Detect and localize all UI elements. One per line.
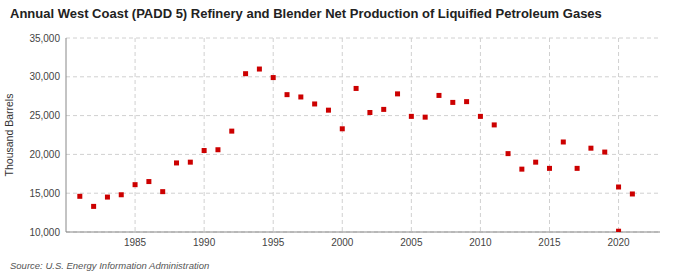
y-axis-label: Thousand Barrels	[3, 94, 15, 177]
x-tick-label: 2020	[607, 237, 630, 248]
title: Annual West Coast (PADD 5) Refinery and …	[10, 6, 602, 21]
point	[616, 229, 621, 232]
point	[285, 92, 290, 97]
point	[602, 150, 607, 155]
x-grid-line	[549, 38, 550, 232]
point	[423, 115, 428, 120]
point	[77, 194, 82, 199]
y-axis-line	[66, 38, 67, 232]
point	[478, 114, 483, 119]
x-tick-label: 2010	[469, 237, 492, 248]
y-tick-label: 15,000	[29, 188, 60, 199]
point	[409, 114, 414, 119]
point	[450, 100, 455, 105]
point	[174, 160, 179, 165]
x-grid-line	[135, 38, 136, 232]
x-tick-label: 1990	[193, 237, 216, 248]
point	[326, 108, 331, 113]
point	[588, 146, 593, 151]
x-tick-label: 2005	[400, 237, 423, 248]
point	[271, 75, 276, 80]
point	[561, 139, 566, 144]
point	[630, 191, 635, 196]
y-grid-line	[66, 38, 660, 39]
point	[229, 129, 234, 134]
grid	[66, 38, 660, 232]
point	[105, 195, 110, 200]
x-grid-line	[273, 38, 274, 232]
point	[519, 167, 524, 172]
x-grid-line	[618, 38, 619, 232]
y-grid-line	[66, 76, 660, 77]
point	[506, 151, 511, 156]
point	[340, 126, 345, 131]
point	[160, 189, 165, 194]
y-grid-line	[66, 232, 660, 233]
point	[547, 166, 552, 171]
y-grid-line	[66, 154, 660, 155]
point	[492, 122, 497, 127]
point	[215, 147, 220, 152]
point	[312, 101, 317, 106]
y-tick-label: 10,000	[29, 227, 60, 238]
point	[298, 94, 303, 99]
point	[395, 91, 400, 96]
y-tick-label: 30,000	[29, 71, 60, 82]
point	[575, 166, 580, 171]
y-tick-label: 35,000	[29, 33, 60, 44]
x-tick-label: 1995	[262, 237, 285, 248]
x-tick-label: 1985	[124, 237, 147, 248]
source: Source: U.S. Energy Information Administ…	[10, 260, 209, 271]
x-tick-label: 2015	[538, 237, 561, 248]
point	[533, 160, 538, 165]
y-tick-label: 20,000	[29, 149, 60, 160]
tick-labels: 10,000 15,000 20,000 25,000 30,000 35,000 1985…	[29, 33, 630, 249]
point	[91, 204, 96, 209]
point	[188, 160, 193, 165]
y-tick-label: 25,000	[29, 110, 60, 121]
point	[243, 71, 248, 76]
point	[202, 148, 207, 153]
y-grid-line	[66, 115, 660, 116]
point	[133, 182, 138, 187]
x-tick-label: 2000	[331, 237, 354, 248]
point	[367, 110, 372, 115]
x-grid-line	[480, 38, 481, 232]
point	[616, 184, 621, 189]
points	[77, 67, 635, 232]
point	[146, 179, 151, 184]
point	[119, 192, 124, 197]
x-grid-line	[204, 38, 205, 232]
point	[354, 86, 359, 91]
point	[436, 93, 441, 98]
x-grid-line	[411, 38, 412, 232]
chart: Annual West Coast (PADD 5) Refinery and …	[0, 0, 675, 275]
x-axis-line	[66, 232, 660, 233]
point	[257, 67, 262, 72]
y-grid-line	[66, 193, 660, 194]
point	[381, 107, 386, 112]
point	[464, 99, 469, 104]
page: {"chart_data": { "type": "scatter", "tit…	[0, 0, 675, 275]
x-grid-line	[342, 38, 343, 232]
